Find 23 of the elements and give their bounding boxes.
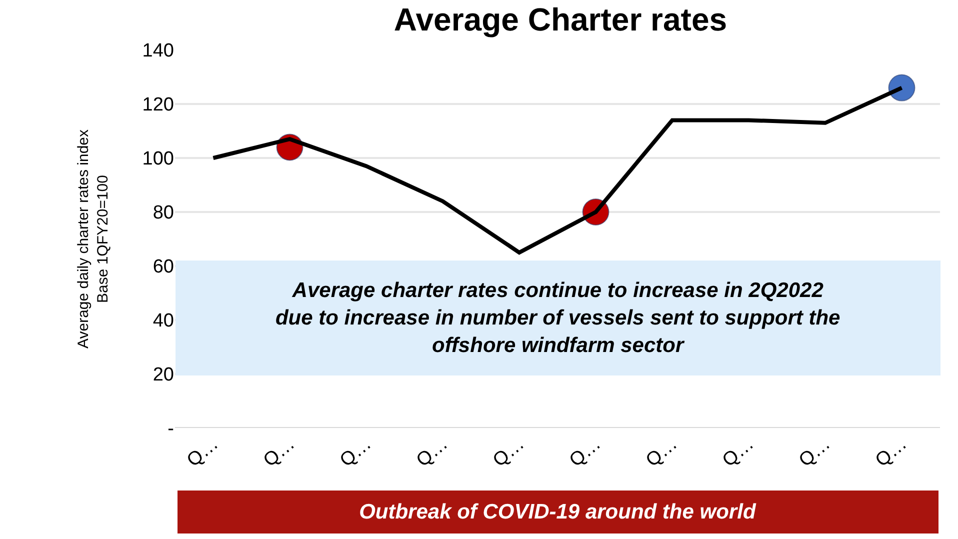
x-tick-label: Q… [795, 434, 835, 472]
x-tick-label: Q… [872, 434, 912, 472]
x-tick-label: Q… [412, 434, 452, 472]
x-tick-label: Q… [336, 434, 376, 472]
point [888, 74, 916, 102]
y-tick-label: 60 [152, 256, 174, 278]
y-tick-label: - [168, 418, 174, 440]
y-tick-label: 20 [152, 364, 174, 386]
x-tick-label: Q… [260, 434, 300, 472]
x-tick-label: Q… [489, 434, 529, 472]
text: Outbreak of COVID-19 around the world [359, 500, 757, 524]
x-tick-label: Q… [718, 434, 758, 472]
y-axis-title: Average daily charter rates index Base 1QFY20=100 [75, 129, 112, 349]
y-tick-label: 40 [152, 310, 174, 332]
y-tick-label: 100 [142, 148, 174, 170]
y-tick-label: 140 [142, 40, 174, 62]
annotation: Average charter rates continue to increase in 2Q2022 due to increase in number of vessels sent to support the offshore windfarm sector [275, 279, 841, 357]
y-tick-label: 120 [142, 94, 174, 116]
x-tick-label: Q… [642, 434, 682, 472]
chart-title: Average Charter rates [394, 1, 728, 38]
x-tick-label: Q… [183, 434, 223, 472]
x-tick-label: Q… [566, 434, 606, 472]
y-tick-label: 80 [152, 202, 174, 224]
